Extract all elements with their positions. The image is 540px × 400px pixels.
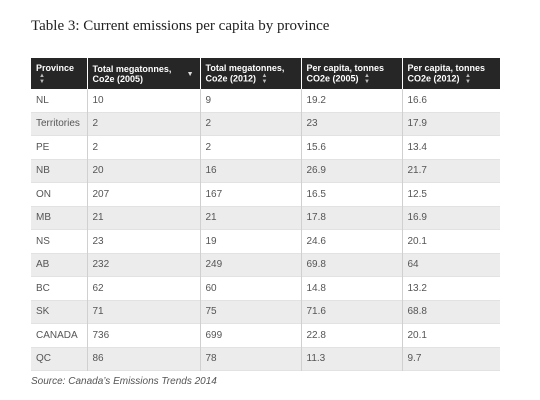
table-cell: Territories — [31, 112, 88, 136]
column-header-province[interactable]: Province ▲ ▼ — [31, 58, 88, 89]
table-cell: 9 — [200, 89, 302, 112]
table-row: NL 10 9 19.2 16.6 — [31, 89, 500, 112]
table-row: CANADA 736 699 22.8 20.1 — [31, 323, 500, 347]
table-cell: 13.2 — [402, 276, 500, 300]
table-cell: 167 — [200, 182, 302, 206]
table-cell: CANADA — [31, 323, 88, 347]
table-cell: QC — [31, 347, 88, 371]
table-cell: 2 — [200, 135, 302, 159]
table-cell: 16.5 — [301, 182, 403, 206]
table-cell: 10 — [87, 89, 201, 112]
column-header-label: Co2e (2005) — [92, 73, 144, 84]
column-header-label: CO2e (2005) — [306, 72, 359, 83]
table-row: SK 71 75 71.6 68.8 — [31, 300, 500, 324]
table-title: Table 3: Current emissions per capita by… — [31, 18, 330, 34]
table-cell: 19 — [200, 229, 302, 253]
table-cell: 736 — [87, 323, 201, 347]
table-row: Territories 2 2 23 17.9 — [31, 112, 500, 136]
table-body: NL 10 9 19.2 16.6 Territories 2 2 23 17.9 PE 2 2 15.6… — [31, 89, 500, 371]
table-row: AB 232 249 69.8 64 — [31, 253, 500, 277]
table-cell: 207 — [87, 182, 201, 206]
table-cell: 16.6 — [402, 89, 500, 112]
table-cell: 16 — [200, 159, 302, 183]
table-row: ON 207 167 16.5 12.5 — [31, 182, 500, 206]
column-header-label: CO2e (2012) — [407, 72, 460, 83]
table-cell: 14.8 — [301, 276, 403, 300]
sort-desc-icon: ▼ — [186, 71, 194, 78]
column-header-label: Per capita, tonnes — [407, 62, 486, 73]
table-cell: MB — [31, 206, 88, 230]
table-cell: 78 — [200, 347, 302, 371]
table-cell: 60 — [200, 276, 302, 300]
column-header-total-2005[interactable]: Total megatonnes, Co2e (2005) ▼ — [87, 58, 201, 89]
table-cell: 22.8 — [301, 323, 403, 347]
column-header-label: Total megatonnes, — [92, 63, 172, 74]
table-cell: NB — [31, 159, 88, 183]
table-cell: 232 — [87, 253, 201, 277]
column-header-percapita-2012[interactable]: Per capita, tonnes CO2e (2012) ▲ ▼ — [402, 58, 500, 89]
column-header-label: Total megatonnes, — [205, 62, 285, 73]
table-cell: 86 — [87, 347, 201, 371]
table-cell: 21 — [200, 206, 302, 230]
table-cell: 20.1 — [402, 229, 500, 253]
table-cell: 20 — [87, 159, 201, 183]
table-row: NS 23 19 24.6 20.1 — [31, 229, 500, 253]
sort-both-icon: ▲ ▼ — [465, 72, 471, 85]
table-cell: 68.8 — [402, 300, 500, 324]
table-row: NB 20 16 26.9 21.7 — [31, 159, 500, 183]
table-cell: 21 — [87, 206, 201, 230]
sort-both-icon: ▲ ▼ — [39, 72, 45, 85]
table-cell: 17.8 — [301, 206, 403, 230]
emissions-table: Province ▲ ▼ Total megatonnes, Co2e (2005… — [31, 58, 500, 371]
table-row: QC 86 78 11.3 9.7 — [31, 347, 500, 371]
sort-both-icon: ▲ ▼ — [364, 72, 370, 85]
table-cell: 19.2 — [301, 89, 403, 112]
table-cell: 21.7 — [402, 159, 500, 183]
table-cell: AB — [31, 253, 88, 277]
table-cell: 69.8 — [301, 253, 403, 277]
column-header-label: Province — [36, 62, 75, 73]
column-header-label: Per capita, tonnes — [306, 62, 385, 73]
table-cell: SK — [31, 300, 88, 324]
table-cell: 75 — [200, 300, 302, 324]
table-cell: ON — [31, 182, 88, 206]
table-cell: 16.9 — [402, 206, 500, 230]
table-cell: 62 — [87, 276, 201, 300]
sort-both-icon: ▲ ▼ — [261, 72, 268, 85]
table-row: BC 62 60 14.8 13.2 — [31, 276, 500, 300]
table-cell: 71.6 — [301, 300, 403, 324]
table-cell: NL — [31, 89, 88, 112]
table-cell: 11.3 — [301, 347, 403, 371]
table-cell: 12.5 — [402, 182, 500, 206]
table-cell: 23 — [301, 112, 403, 136]
table-cell: 71 — [87, 300, 201, 324]
table-cell: 23 — [87, 229, 201, 253]
table-cell: 20.1 — [402, 323, 500, 347]
column-header-label: Co2e (2012) — [205, 72, 257, 83]
table-cell: 24.6 — [301, 229, 403, 253]
table-cell: 26.9 — [301, 159, 403, 183]
table-cell: BC — [31, 276, 88, 300]
table-cell: 15.6 — [301, 135, 403, 159]
column-header-percapita-2005[interactable]: Per capita, tonnes CO2e (2005) ▲ ▼ — [301, 58, 403, 89]
table-cell: 2 — [87, 135, 201, 159]
table-cell: 249 — [200, 253, 302, 277]
table-row: MB 21 21 17.8 16.9 — [31, 206, 500, 230]
table-cell: 2 — [200, 112, 302, 136]
table-cell: PE — [31, 135, 88, 159]
table-cell: NS — [31, 229, 88, 253]
header-row: Province ▲ ▼ Total megatonnes, Co2e (2005… — [31, 58, 500, 89]
table-cell: 699 — [200, 323, 302, 347]
table-cell: 17.9 — [402, 112, 500, 136]
table-cell: 2 — [87, 112, 201, 136]
table-cell: 64 — [402, 253, 500, 277]
source-note: Source: Canada’s Emissions Trends 2014 — [31, 376, 217, 387]
table-cell: 9.7 — [402, 347, 500, 371]
column-header-total-2012[interactable]: Total megatonnes, Co2e (2012) ▲ ▼ — [200, 58, 302, 89]
table-cell: 13.4 — [402, 135, 500, 159]
table-row: PE 2 2 15.6 13.4 — [31, 135, 500, 159]
